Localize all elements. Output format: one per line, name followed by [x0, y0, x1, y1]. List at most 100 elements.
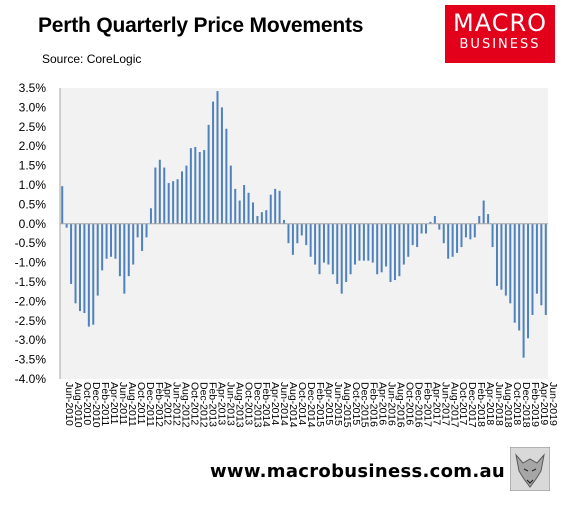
bar	[416, 223, 419, 248]
bar	[527, 223, 530, 339]
bar	[354, 223, 357, 265]
x-tick-label: Feb-2013	[207, 382, 219, 427]
x-tick-label: Apr-2016	[377, 382, 389, 425]
bar	[127, 223, 130, 277]
bar	[269, 194, 272, 224]
x-tick-label: Aug-2014	[287, 382, 299, 428]
x-tick-label: Aug-2018	[502, 382, 514, 428]
bar	[402, 223, 405, 265]
x-tick-label: Dec-2010	[90, 382, 102, 428]
x-tick-label: Feb-2017	[421, 382, 433, 427]
bar	[340, 223, 343, 294]
x-tick-label: Jun-2018	[493, 382, 505, 426]
bar	[163, 167, 166, 224]
bar	[425, 223, 427, 234]
x-tick-label: Jun-2012	[171, 382, 183, 426]
bar	[522, 223, 525, 358]
x-tick-label: Apr-2012	[162, 382, 174, 425]
bar	[185, 165, 188, 224]
bar	[331, 223, 334, 275]
bar	[456, 223, 459, 253]
bar	[61, 186, 64, 224]
bar	[149, 208, 152, 224]
chart-title: Perth Quarterly Price Movements	[38, 14, 364, 37]
macrobusiness-logo[interactable]: MACRO BUSINESS	[445, 5, 555, 63]
x-tick-label: Jun-2010	[63, 382, 75, 426]
bar	[473, 223, 476, 238]
x-tick-label: Apr-2018	[484, 382, 496, 425]
bar	[433, 216, 436, 224]
y-tick-label: -2.0%	[15, 294, 47, 308]
x-tick-label: Aug-2016	[395, 382, 407, 428]
bar	[265, 210, 268, 224]
bar	[260, 212, 263, 224]
bar	[274, 188, 277, 224]
x-tick-label: Aug-2012	[180, 382, 192, 428]
bar	[203, 150, 206, 224]
bar	[385, 223, 388, 267]
x-tick-label: Aug-2017	[448, 382, 460, 428]
x-tick-label: Dec-2015	[359, 382, 371, 428]
bar	[469, 223, 472, 240]
x-tick-label: Jun-2013	[224, 382, 236, 426]
bar	[181, 171, 183, 224]
bar	[251, 202, 254, 224]
x-tick-label: Aug-2011	[126, 382, 138, 427]
bar	[225, 128, 228, 224]
bar	[518, 223, 521, 331]
bar	[398, 223, 401, 277]
x-tick-label: Feb-2014	[260, 382, 272, 427]
bar	[482, 200, 485, 224]
bar	[442, 223, 445, 244]
x-tick-label: Aug-2015	[341, 382, 353, 428]
bar	[70, 223, 73, 284]
bar	[96, 223, 99, 296]
bar	[389, 223, 392, 282]
bar	[531, 223, 534, 315]
bar	[540, 223, 543, 306]
bar	[207, 124, 210, 224]
x-tick-label: Oct-2014	[296, 382, 308, 425]
bar	[535, 223, 538, 294]
bar	[371, 223, 374, 263]
bar	[198, 152, 201, 224]
x-tick-label: Aug-2010	[72, 382, 84, 428]
bar	[345, 223, 348, 282]
bar	[118, 223, 121, 277]
bar	[132, 223, 135, 265]
y-tick-label: 0.0%	[19, 217, 47, 231]
bar	[92, 223, 95, 325]
bar	[110, 223, 113, 257]
y-tick-label: -0.5%	[15, 236, 47, 250]
x-tick-label: Apr-2013	[216, 382, 228, 425]
bar	[247, 192, 250, 224]
bar	[318, 223, 321, 275]
y-tick-label: -3.5%	[15, 353, 47, 367]
y-tick-label: -4.0%	[15, 372, 47, 386]
bar	[296, 223, 299, 244]
bar	[358, 223, 361, 261]
x-tick-label: Oct-2011	[135, 382, 147, 425]
y-tick-label: 2.5%	[19, 120, 47, 134]
bar	[212, 101, 215, 224]
bar	[300, 223, 303, 236]
footer-url[interactable]: www.macrobusiness.com.au	[210, 461, 506, 482]
bar	[447, 223, 450, 259]
x-tick-label: Dec-2011	[144, 382, 156, 427]
x-tick-label: Jun-2016	[386, 382, 398, 426]
x-tick-label: Oct-2012	[189, 382, 201, 425]
y-tick-label: 3.5%	[19, 81, 47, 95]
bar	[154, 167, 157, 224]
bar	[243, 185, 246, 224]
bar	[78, 223, 81, 312]
bar	[87, 223, 90, 327]
x-tick-label: Jun-2019	[547, 382, 559, 426]
x-tick-label: Apr-2015	[323, 382, 335, 425]
x-tick-label: Oct-2016	[404, 382, 416, 425]
x-tick-label: Feb-2018	[475, 382, 487, 427]
bar	[349, 223, 352, 275]
y-tick-label: -2.5%	[15, 314, 47, 328]
bar	[411, 223, 414, 246]
bar	[305, 223, 308, 246]
bar	[393, 223, 396, 281]
